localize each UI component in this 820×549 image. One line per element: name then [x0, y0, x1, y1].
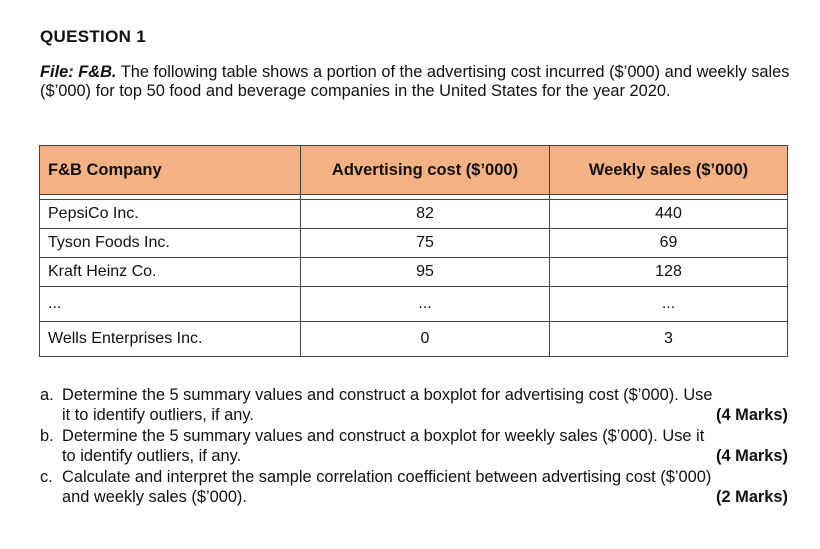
sub-question-text-cont: and weekly sales ($’000). [62, 488, 247, 506]
advertising-cost-cell: 95 [300, 257, 550, 287]
intro-text: The following table shows a portion of t… [40, 63, 790, 100]
table-row: Wells Enterprises Inc. 0 3 [39, 321, 788, 357]
sub-question-text: Calculate and interpret the sample corre… [62, 468, 712, 486]
table-row: Tyson Foods Inc. 75 69 [39, 228, 788, 258]
weekly-sales-cell: 440 [549, 199, 788, 229]
weekly-sales-cell: ... [549, 286, 788, 322]
advertising-cost-cell: ... [300, 286, 550, 322]
company-cell: ... [39, 286, 301, 322]
sub-question-letter: a. [40, 386, 54, 404]
weekly-sales-cell: 3 [549, 321, 788, 357]
file-label: File: F&B. [40, 63, 117, 81]
table-row-ellipsis: ... ... ... [39, 286, 788, 322]
marks-label: (4 Marks) [716, 406, 788, 424]
sub-question-a: a. Determine the 5 summary values and co… [40, 385, 788, 425]
data-table: F&B Company Advertising cost ($’000) Wee… [39, 145, 788, 357]
marks-label: (4 Marks) [716, 447, 788, 465]
table-row: Kraft Heinz Co. 95 128 [39, 257, 788, 287]
advertising-cost-cell: 75 [300, 228, 550, 258]
sub-question-text-cont: to identify outliers, if any. [62, 447, 242, 465]
header-company: F&B Company [39, 145, 301, 195]
sub-questions: a. Determine the 5 summary values and co… [40, 385, 788, 508]
sub-question-letter: c. [40, 468, 53, 486]
advertising-cost-cell: 0 [300, 321, 550, 357]
header-weekly-sales: Weekly sales ($’000) [549, 145, 788, 195]
sub-question-text: Determine the 5 summary values and const… [62, 386, 713, 404]
table-row: PepsiCo Inc. 82 440 [39, 199, 788, 229]
sub-question-letter: b. [40, 427, 54, 445]
company-cell: Tyson Foods Inc. [39, 228, 301, 258]
marks-label: (2 Marks) [716, 488, 788, 506]
question-intro: File: F&B. The following table shows a p… [40, 63, 790, 101]
weekly-sales-cell: 69 [549, 228, 788, 258]
company-cell: PepsiCo Inc. [39, 199, 301, 229]
header-advertising-cost: Advertising cost ($’000) [300, 145, 550, 195]
sub-question-text: Determine the 5 summary values and const… [62, 427, 705, 445]
company-cell: Wells Enterprises Inc. [39, 321, 301, 357]
sub-question-c: c. Calculate and interpret the sample co… [40, 467, 788, 507]
advertising-cost-cell: 82 [300, 199, 550, 229]
question-title: QUESTION 1 [40, 27, 146, 46]
sub-question-b: b. Determine the 5 summary values and co… [40, 426, 788, 466]
sub-question-text-cont: it to identify outliers, if any. [62, 406, 254, 424]
company-cell: Kraft Heinz Co. [39, 257, 301, 287]
table-header-row: F&B Company Advertising cost ($’000) Wee… [39, 145, 788, 195]
weekly-sales-cell: 128 [549, 257, 788, 287]
